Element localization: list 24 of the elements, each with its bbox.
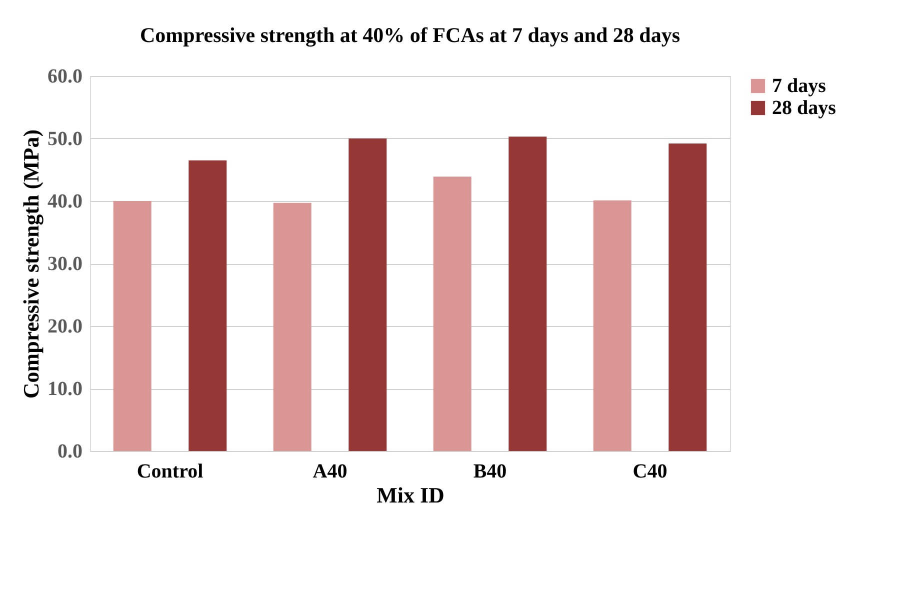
y-tick-label: 20.0 [48,316,82,338]
y-axis-title: Compressive strength (MPa) [18,129,44,399]
x-tick-label: B40 [473,460,507,482]
y-tick-label: 50.0 [48,128,82,150]
bar [188,160,227,451]
bar [508,136,547,451]
bar [668,144,707,451]
y-tick-label: 10.0 [48,378,82,400]
bar [593,200,632,451]
legend-label: 28 days [772,97,836,119]
bar [113,201,152,451]
bar [348,138,387,451]
bar [273,202,312,451]
y-tick-label: 60.0 [48,66,82,88]
y-tick-label: 40.0 [48,190,82,212]
legend-label: 7 days [772,75,826,97]
x-tick-label: A40 [312,460,348,482]
chart-title: Compressive strength at 40% of FCAs at 7 days and 28 days [140,23,680,47]
x-tick-label: C40 [632,460,668,482]
y-tick-label: 30.0 [48,253,82,275]
bar [433,176,472,451]
y-tick-label: 0.0 [58,440,82,462]
x-tick-label: Control [136,460,204,482]
x-axis-title: Mix ID [376,482,444,508]
